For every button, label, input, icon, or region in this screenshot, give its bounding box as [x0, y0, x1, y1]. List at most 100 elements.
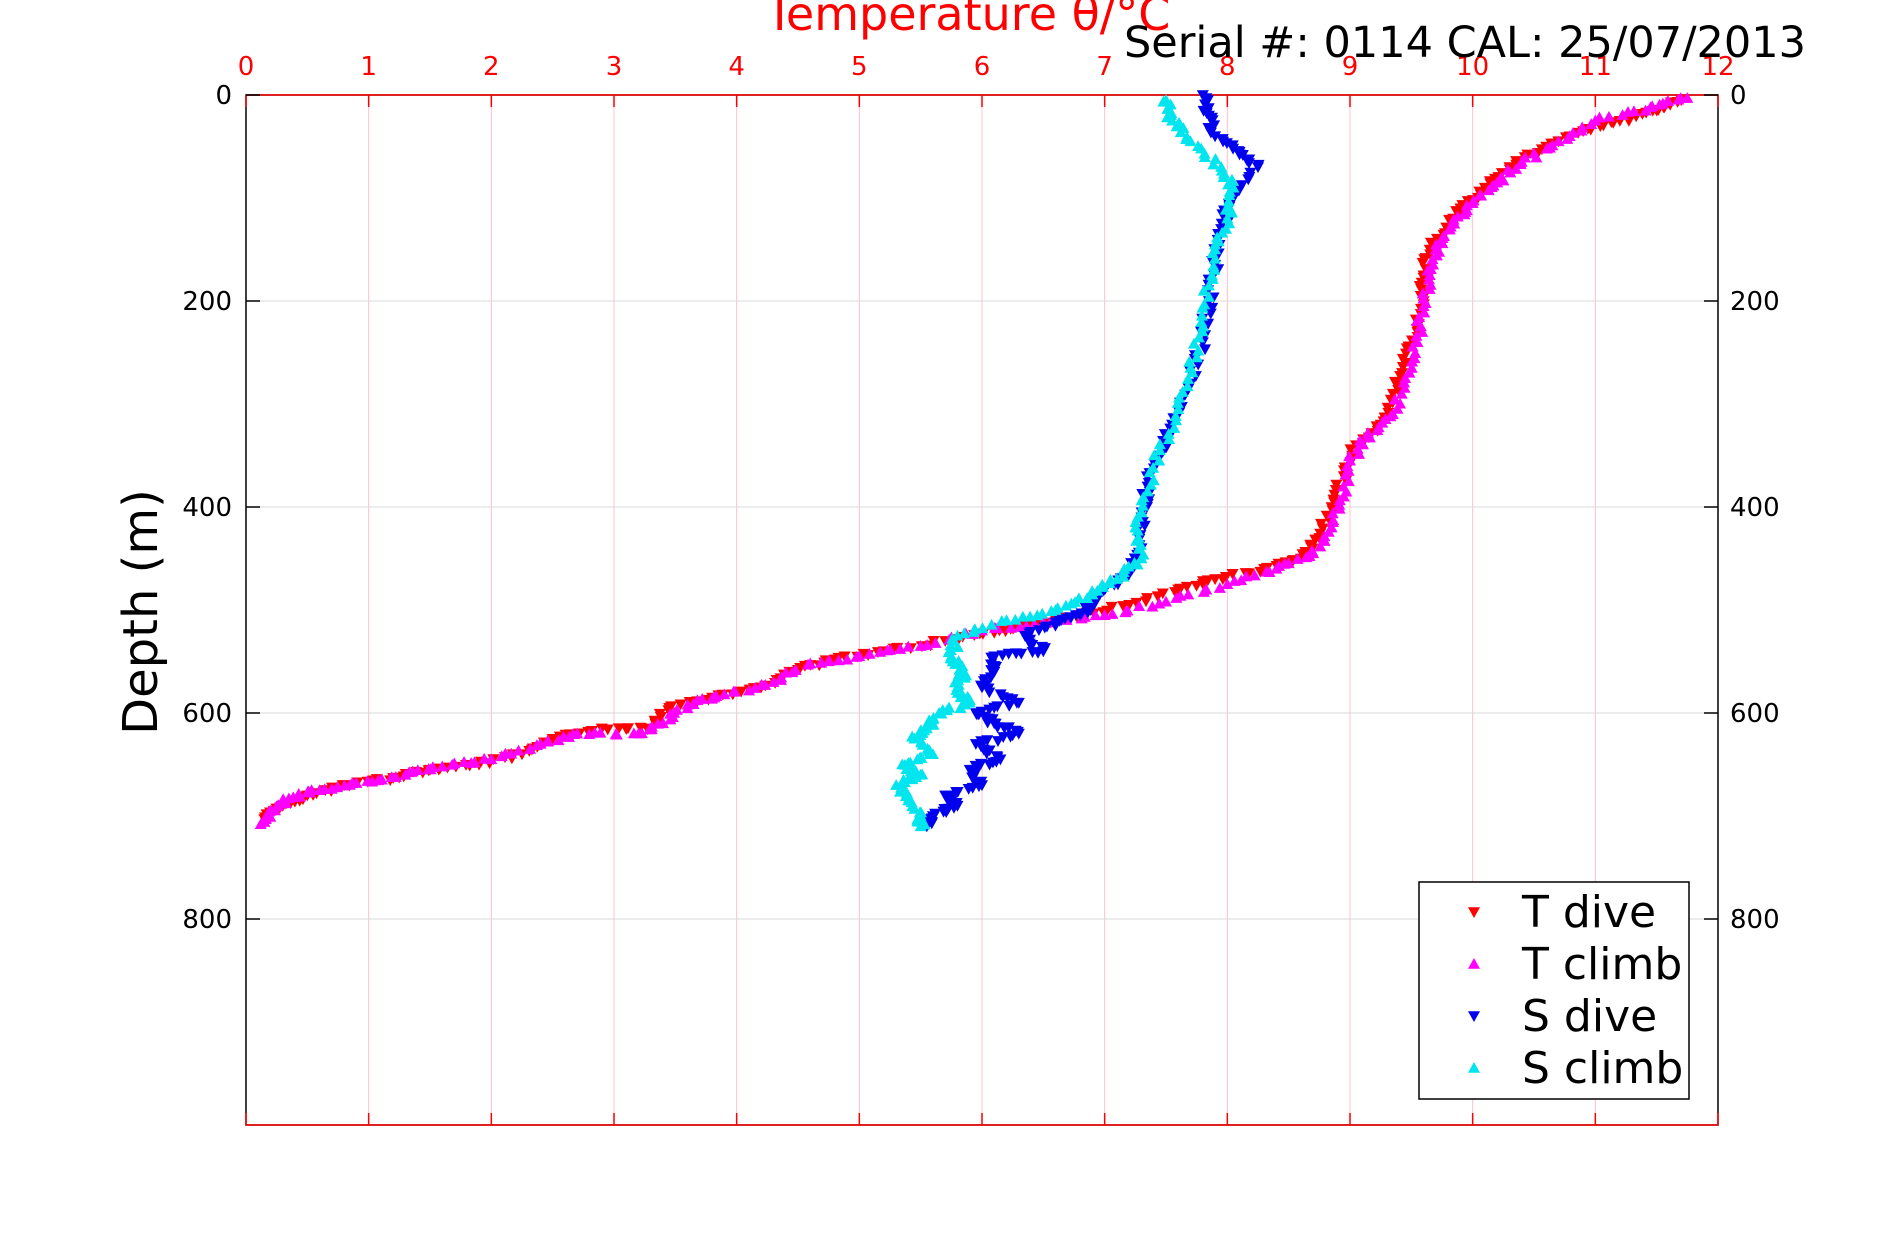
data-point: [1153, 597, 1166, 609]
data-point: [1196, 301, 1209, 313]
data-point: [1195, 309, 1208, 321]
data-point: [674, 699, 687, 711]
x-tick-label: 6: [974, 52, 991, 82]
data-point: [1333, 502, 1346, 514]
data-point: [1416, 326, 1429, 337]
data-point: [1426, 253, 1439, 265]
data-point: [1216, 574, 1229, 586]
data-point: [1416, 257, 1429, 269]
data-point: [512, 744, 525, 756]
data-point: [1202, 279, 1215, 291]
data-point: [1182, 588, 1195, 600]
legend-markers: [1468, 907, 1480, 1073]
data-point: [1219, 203, 1232, 215]
data-point: [495, 750, 508, 762]
data-point: [1458, 208, 1471, 220]
data-point: [850, 650, 863, 662]
data-point: [530, 739, 543, 750]
data-point: [908, 732, 921, 744]
data-point: [718, 688, 731, 700]
data-point: [1162, 427, 1175, 439]
data-point: [313, 784, 326, 796]
data-point: [1672, 93, 1685, 105]
data-point: [1343, 450, 1356, 462]
data-point: [1138, 520, 1151, 532]
data-point: [998, 723, 1011, 734]
y-tick-label-left: 600: [182, 699, 232, 729]
data-point: [1117, 570, 1130, 582]
data-point: [1197, 586, 1210, 597]
data-point: [1561, 133, 1574, 144]
data-point: [1344, 444, 1357, 456]
data-point: [1168, 422, 1181, 433]
data-point: [1223, 189, 1236, 200]
data-point: [1045, 605, 1058, 616]
data-point: [1103, 577, 1116, 589]
data-point: [1196, 320, 1209, 332]
data-point: [1602, 110, 1615, 122]
data-point: [1217, 171, 1230, 183]
data-point: [583, 728, 596, 740]
x-axis-ticks: 0 1 2 3 4 5 6 7 8 9 10 11 12: [238, 52, 1735, 1125]
data-point: [863, 647, 876, 659]
data-point: [1016, 610, 1029, 622]
data-point: [1575, 124, 1588, 136]
data-point: [609, 728, 622, 740]
data-point: [1235, 180, 1248, 191]
data-point: [743, 684, 756, 696]
data-point: [1213, 582, 1226, 593]
legend-box: [1418, 881, 1690, 1100]
data-point: [1003, 700, 1016, 712]
legend-label-t-dive: T dive: [1521, 887, 1656, 938]
data-point: [1190, 580, 1203, 592]
data-point: [620, 724, 633, 736]
data-point: [755, 678, 768, 690]
data-point: [841, 653, 854, 665]
legend-label-s-dive: S dive: [1522, 991, 1657, 1042]
data-point: [1585, 118, 1598, 129]
data-point: [1392, 385, 1405, 396]
data-point: [1357, 438, 1370, 450]
y-axis-ticks: 0 0 200 200 400 400 600 600 800 800: [182, 81, 1779, 935]
data-point: [1136, 499, 1149, 511]
data-point: [857, 648, 870, 660]
x-tick-label: 9: [1342, 52, 1359, 82]
data-point: [1132, 543, 1145, 554]
data-point: [664, 713, 677, 725]
data-point: [1160, 595, 1172, 607]
data-point: [1148, 449, 1161, 461]
data-point: [654, 712, 667, 723]
y-tick-label-right: 200: [1730, 287, 1780, 317]
x-tick-label: 10: [1456, 52, 1489, 82]
series-s-climb: [890, 94, 1240, 832]
data-point: [1363, 431, 1376, 443]
data-point: [1530, 151, 1543, 163]
data-point: [815, 656, 828, 668]
series-t-climb: [254, 92, 1694, 830]
data-point: [1153, 444, 1166, 456]
data-point: [1254, 566, 1267, 578]
data-point: [881, 644, 894, 656]
data-point: [1096, 581, 1109, 592]
data-point: [1163, 433, 1176, 444]
data-point: [1187, 337, 1200, 349]
data-point: [1169, 587, 1182, 598]
legend-marker: [1468, 907, 1480, 918]
data-point: [1170, 414, 1183, 426]
data-point: [1140, 596, 1153, 608]
data-point: [1170, 592, 1183, 603]
data-point: [1049, 620, 1062, 632]
data-point: [1386, 388, 1399, 400]
data-point: [968, 626, 981, 637]
data-point: [996, 650, 1009, 662]
data-point: [935, 707, 948, 719]
data-point: [1192, 359, 1205, 371]
data-point: [1333, 494, 1346, 506]
data-point: [958, 627, 971, 639]
data-point: [735, 686, 748, 698]
data-point: [361, 775, 374, 786]
data-point: [902, 640, 915, 652]
data-point: [1131, 558, 1144, 570]
data-point: [1089, 609, 1102, 621]
